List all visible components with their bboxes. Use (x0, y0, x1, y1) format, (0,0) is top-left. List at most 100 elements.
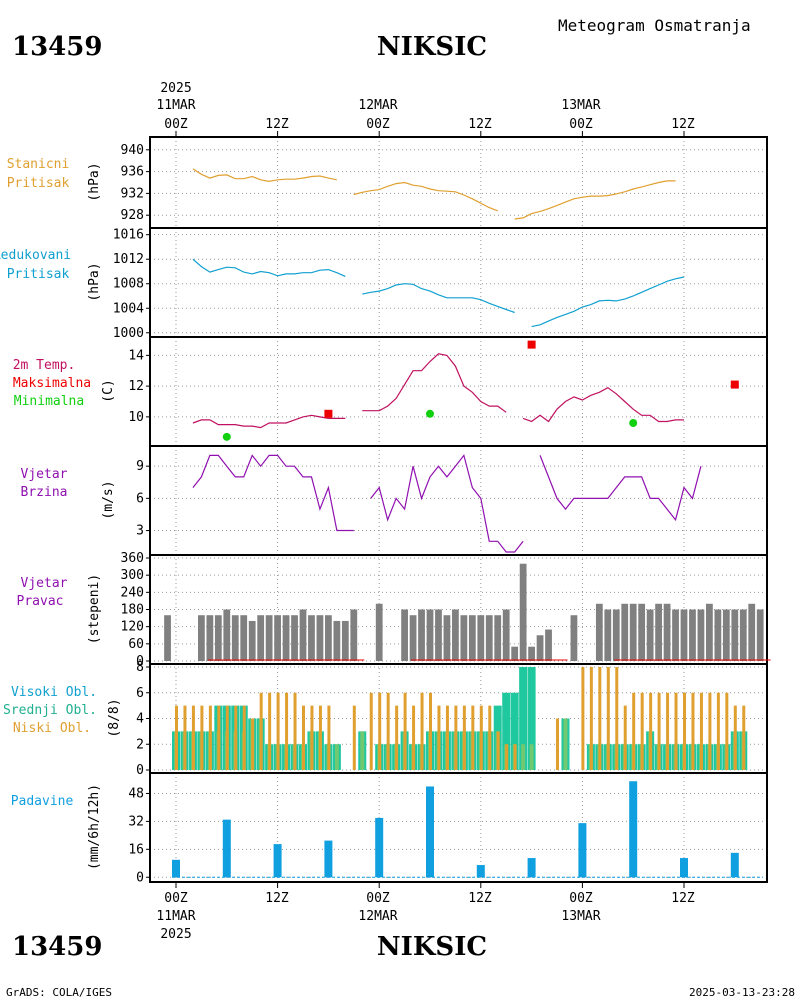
y-tick-label: 1000 (113, 326, 144, 341)
unit-wind-direction: (stepeni) (87, 574, 102, 644)
y-tick-label: 3 (136, 524, 144, 539)
y-tick-label: 928 (121, 208, 144, 223)
cloud-low-bar (725, 692, 729, 770)
series-line (531, 276, 685, 328)
panel-frame (149, 227, 768, 338)
cloud-low-bar (378, 692, 382, 770)
wind-direction-bar (460, 615, 468, 661)
unit-station-pressure: (hPa) (87, 162, 102, 201)
bottom-tick-date: 13MAR (561, 909, 600, 924)
y-tick-label: 180 (121, 603, 144, 618)
cloud-low-bar (175, 705, 178, 770)
cloud-high-bar (519, 667, 528, 770)
y-tick-label: 0 (136, 654, 144, 669)
wind-direction-bar (739, 609, 747, 661)
cloud-low-bar (589, 667, 593, 770)
unit-wind-speed: (m/s) (101, 480, 116, 519)
cloud-low-bar (598, 667, 602, 770)
top-tick-date: 13MAR (561, 98, 600, 113)
cloud-low-bar (488, 705, 492, 770)
y-tick-label: 932 (121, 186, 144, 201)
wind-direction-bar (595, 603, 603, 661)
wind-direction-bar (350, 609, 358, 661)
unit-temperature: (C) (101, 379, 116, 402)
y-tick-label: 1016 (113, 228, 144, 243)
cloud-low-bar (183, 705, 187, 770)
top-tick-hour: 00Z (366, 117, 390, 132)
y-tick-label: 1004 (113, 301, 144, 316)
cloud-low-bar (496, 731, 500, 770)
cloud-low-bar (403, 692, 407, 770)
wind-direction-bar (418, 609, 425, 661)
wind-direction-bar (477, 615, 485, 661)
series-cloud-cover (172, 667, 748, 770)
series-line (362, 283, 515, 314)
y-tick-label: 6 (136, 491, 144, 506)
footer-credit: GrADS: COLA/IGES (6, 986, 112, 999)
y-tick-label: 360 (121, 551, 144, 566)
wind-direction-bar (426, 609, 434, 661)
label-wind-direction: Pravac (17, 594, 64, 609)
label-cloud-high: Visoki Obl. (11, 685, 97, 700)
cloud-low-bar (674, 692, 678, 770)
label-reduced-pressure: Pritisak (7, 267, 70, 282)
cloud-low-bar (302, 705, 305, 770)
bottom-tick-hour: 00Z (569, 891, 593, 906)
wind-direction-bar (198, 615, 205, 661)
wind-direction-bar (672, 609, 679, 661)
wind-direction-bar (612, 609, 620, 661)
cloud-low-bar (369, 692, 373, 770)
label-station-pressure: Stanicni (7, 157, 70, 172)
series-line (353, 181, 498, 212)
panel-pressure_station: 928 932 936 940 (121, 136, 768, 229)
precipitation-bar (172, 859, 180, 878)
wind-direction-bar (452, 609, 459, 661)
series-line (539, 455, 702, 522)
bottom-tick-year: 2025 (160, 927, 191, 942)
wind-direction-bar (689, 609, 696, 661)
y-tick-label: 60 (128, 637, 144, 652)
top-tick-hour: 00Z (164, 117, 188, 132)
top-tick-hour: 00Z (569, 117, 593, 132)
cloud-low-bar (615, 667, 619, 770)
precipitation-bar (730, 852, 739, 878)
wind-direction-bar (621, 603, 629, 661)
precipitation-bar (222, 819, 231, 878)
wind-direction-bar (248, 620, 256, 661)
wind-direction-bar (629, 603, 637, 661)
wind-direction-bar (299, 609, 307, 661)
top-tick-hour: 12Z (671, 117, 695, 132)
label-wind-direction: Vjetar (21, 576, 68, 591)
cloud-low-bar (708, 692, 712, 770)
wind-direction-bar (316, 615, 324, 661)
wind-direction-bar (325, 615, 332, 661)
cloud-low-bar (420, 692, 424, 770)
series-line (192, 454, 354, 532)
max-temp-marker (730, 380, 739, 389)
y-tick-label: 10 (128, 410, 144, 425)
wind-direction-bar (714, 609, 722, 661)
y-tick-label: 240 (121, 585, 144, 600)
wind-direction-bar (731, 609, 739, 661)
y-tick-label: 0 (136, 763, 144, 778)
precipitation-bar (324, 840, 333, 878)
temperature-extremes (222, 340, 739, 441)
wind-direction-bar (646, 609, 654, 661)
wind-direction-bar (485, 615, 493, 661)
wind-direction-bar (265, 615, 273, 661)
bottom-tick-date: 11MAR (156, 909, 195, 924)
wind-direction-bar (341, 620, 349, 661)
panel-temperature: 10 12 14 (128, 336, 768, 447)
cloud-mid-bar (521, 744, 526, 770)
label-temperature-min: Minimalna (14, 394, 84, 409)
cloud-high-bar (502, 692, 511, 770)
wind-direction-bar (706, 603, 713, 661)
wind-direction-bar (494, 615, 502, 661)
cloud-low-bar (259, 692, 263, 770)
bottom-tick-hour: 12Z (265, 891, 289, 906)
y-tick-label: 32 (128, 814, 144, 829)
panel-wind_speed: 3 6 9 (136, 445, 768, 556)
cloud-low-bar (276, 692, 280, 770)
wind-direction-bar (443, 615, 451, 661)
y-tick-label: 300 (121, 568, 144, 583)
